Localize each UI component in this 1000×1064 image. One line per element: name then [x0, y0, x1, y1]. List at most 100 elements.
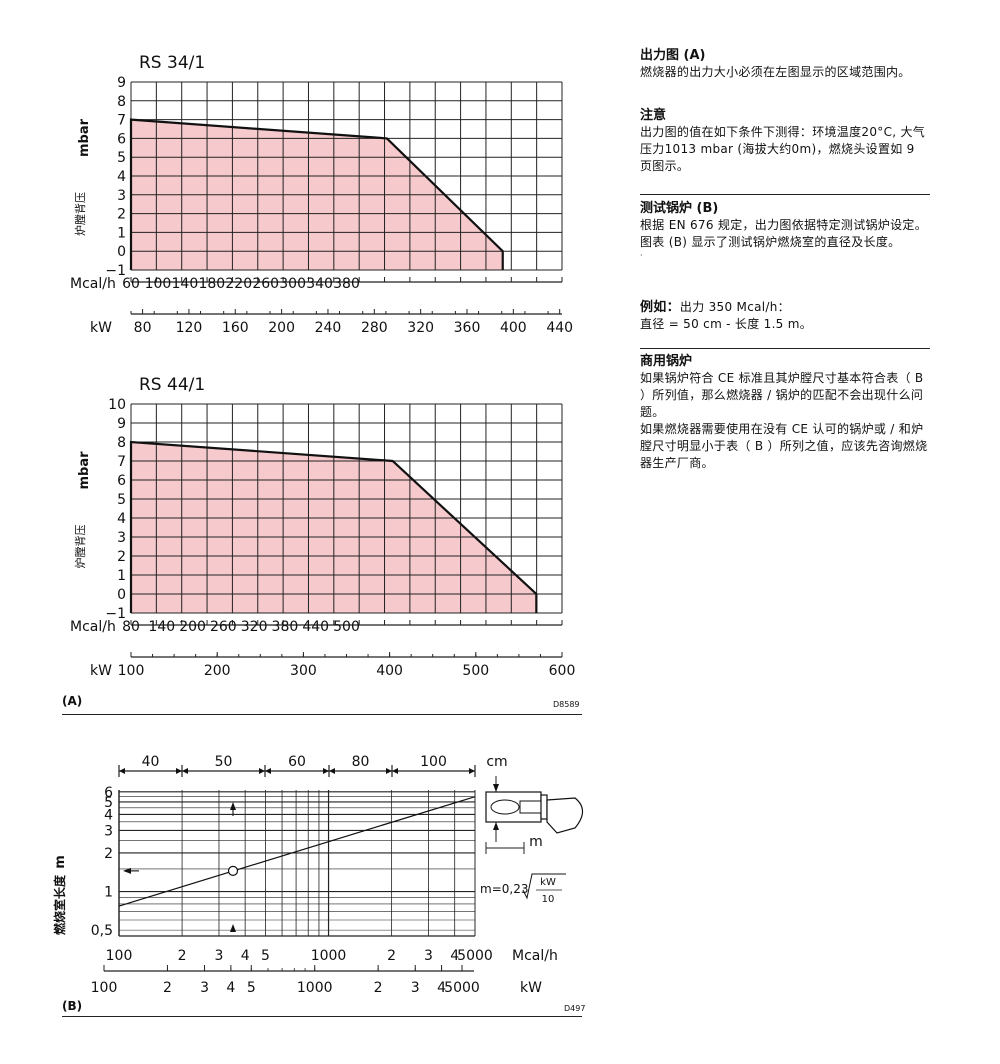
- x2-axis-unit: kW: [90, 663, 112, 679]
- y-axis-unit: mbar: [77, 118, 92, 157]
- stray-dot: ·: [640, 251, 643, 260]
- chamber-length-line: [118, 796, 476, 907]
- x-tick-label: 4: [450, 948, 459, 964]
- diameter-label: 40: [142, 754, 160, 770]
- y-tick-label: 1: [117, 568, 126, 584]
- x2-tick-label: 320: [407, 320, 434, 336]
- y-tick-label: −1: [105, 606, 126, 622]
- y-tick-label: 1: [117, 225, 126, 241]
- y-tick-label: 3: [104, 823, 113, 839]
- x-tick-label: 500: [333, 619, 360, 635]
- arrow-down-icon: [493, 784, 499, 792]
- arrow-right-icon: [386, 768, 392, 774]
- x2-tick-label: 500: [462, 663, 489, 679]
- diameter-unit: cm: [486, 754, 507, 770]
- y-axis-label: 炉膛背压: [73, 525, 87, 569]
- diameter-label: 100: [420, 754, 447, 770]
- y-tick-label: 7: [117, 113, 126, 129]
- example-line-1: 出力 350 Mcal/h：: [679, 300, 790, 314]
- figure-a-code: D8589: [553, 700, 580, 709]
- arrow-right-icon: [323, 768, 329, 774]
- x2-tick-label: 2: [163, 980, 172, 996]
- y-tick-label: 2: [117, 207, 126, 223]
- length-label: m: [529, 834, 543, 850]
- x2-tick-label: 240: [315, 320, 342, 336]
- formula-denominator: 10: [542, 894, 555, 905]
- x-tick-label: 2: [178, 948, 187, 964]
- section-body: 燃烧器的出力大小必须在左图显示的区域范围内。: [640, 65, 911, 79]
- x-tick-label: 300: [279, 276, 306, 292]
- y-tick-label: 4: [104, 807, 113, 823]
- diameter-label: 80: [352, 754, 370, 770]
- x-tick-label: 2: [387, 948, 396, 964]
- section-body: 如果锅炉符合 CE 标准且其炉膛尺寸基本符合表（ B ）所列值，那么燃烧器 / …: [640, 371, 924, 419]
- x2-tick-label: 280: [361, 320, 388, 336]
- x2-tick-label: 160: [222, 320, 249, 336]
- x-tick-label: 80: [122, 619, 140, 635]
- y-tick-label: 9: [117, 416, 126, 432]
- x-tick-label: 320: [241, 619, 268, 635]
- arrow-up-icon: [230, 924, 237, 932]
- formula-sqrt: [522, 873, 566, 900]
- x-tick-label: 5000: [457, 948, 493, 964]
- x2-axis-unit: kW: [90, 320, 112, 336]
- x-tick-label: 100: [145, 276, 172, 292]
- section-title: 出力图 (A): [640, 48, 706, 63]
- example-point: [227, 865, 239, 876]
- arrow-left-icon: [182, 768, 188, 774]
- arrow-up-icon: [493, 822, 499, 830]
- x-tick-label: 3: [424, 948, 433, 964]
- figure-b-code: D497: [564, 1004, 586, 1013]
- working-area-outline: [129, 118, 504, 270]
- x2-tick-label: 400: [500, 320, 527, 336]
- x2-tick-label: 2: [374, 980, 383, 996]
- figure-a-caption: (A): [62, 694, 83, 708]
- x-tick-label: 4: [241, 948, 250, 964]
- y-tick-label: 10: [108, 397, 126, 413]
- section-note: 注意 出力图的值在如下条件下测得：环境温度20°C, 大气压力1013 mbar…: [640, 108, 930, 175]
- x-tick-label: 380: [272, 619, 299, 635]
- y-tick-label: 6: [117, 131, 126, 147]
- arrow-up-icon: [230, 802, 237, 810]
- chart-title: RS 44/1: [139, 375, 205, 395]
- x2-tick-label: 200: [268, 320, 295, 336]
- example-line-2: 直径 = 50 cm - 长度 1.5 m。: [640, 317, 813, 331]
- formula-numerator: kW: [540, 877, 556, 888]
- flame: [490, 799, 520, 815]
- y-tick-label: 5: [104, 795, 113, 811]
- x-tick-label: 440: [302, 619, 329, 635]
- section-title: 测试锅炉 (B): [640, 201, 719, 216]
- y-tick-label: 5: [117, 150, 126, 166]
- x-axis-unit: Mcal/h: [70, 619, 116, 635]
- x2-tick-label: 80: [134, 320, 152, 336]
- x2-tick-label: 120: [176, 320, 203, 336]
- y-axis-unit: m: [53, 855, 68, 869]
- x2-tick-label: 400: [376, 663, 403, 679]
- divider: [640, 194, 930, 195]
- section-body: 出力图的值在如下条件下测得：环境温度20°C, 大气压力1013 mbar (海…: [640, 125, 926, 173]
- y-tick-label: 2: [117, 549, 126, 565]
- section-output-chart: 出力图 (A) 燃烧器的出力大小必须在左图显示的区域范围内。: [640, 48, 930, 81]
- arrow-right-icon: [469, 768, 475, 774]
- y-tick-label: 3: [117, 188, 126, 204]
- x2-tick-label: 5000: [444, 980, 480, 996]
- burner-flange: [540, 794, 548, 820]
- y-tick-label: 6: [104, 785, 113, 801]
- arrow-right-icon: [176, 768, 182, 774]
- x-tick-label: 140: [148, 619, 175, 635]
- x-tick-label: 60: [122, 276, 140, 292]
- x2-tick-label: 5: [247, 980, 256, 996]
- x-axis-unit: Mcal/h: [70, 276, 116, 292]
- x2-axis-unit: kW: [520, 980, 542, 996]
- x2-tick-label: 100: [91, 980, 118, 996]
- y-tick-label: 9: [117, 75, 126, 91]
- blast-tube: [519, 800, 542, 814]
- x2-tick-label: 3: [411, 980, 420, 996]
- section-title: 注意: [640, 108, 667, 123]
- section-body: 根据 EN 676 规定，出力图依据特定测试锅炉设定。图表 (B) 显示了测试锅…: [640, 218, 928, 249]
- arrow-left-icon: [123, 867, 131, 874]
- diameter-label: 60: [288, 754, 306, 770]
- y-tick-label: −1: [105, 263, 126, 279]
- burner-body: [546, 797, 584, 834]
